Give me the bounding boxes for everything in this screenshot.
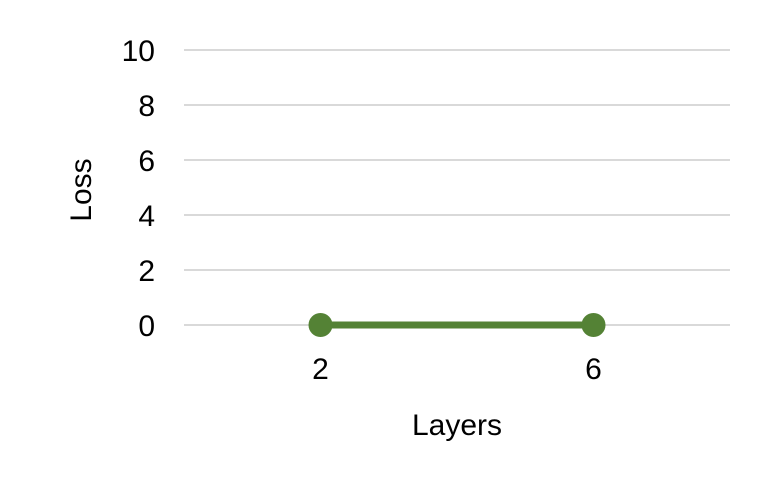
data-point-6	[581, 313, 606, 337]
y-tick-label-0: 0	[138, 310, 155, 343]
series-group	[308, 313, 606, 337]
y-tick-label-4: 4	[138, 200, 155, 233]
x-tick-label-6: 6	[585, 353, 602, 386]
y-axis-title: Loss	[65, 158, 98, 221]
x-tick-label-2: 2	[312, 353, 329, 386]
y-tick-label-6: 6	[138, 145, 155, 178]
y-tick-label-2: 2	[138, 255, 155, 288]
y-tick-label-10: 10	[122, 35, 155, 68]
x-axis-title: Layers	[412, 409, 502, 442]
y-tick-label-8: 8	[138, 90, 155, 123]
y-axis-ticks: 0 2 4 6 8 10	[122, 35, 155, 343]
data-point-2	[308, 313, 333, 337]
gridlines	[184, 49, 730, 326]
